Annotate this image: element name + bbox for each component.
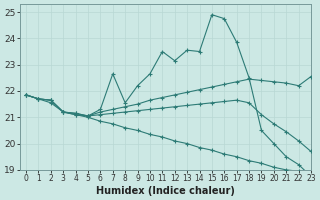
X-axis label: Humidex (Indice chaleur): Humidex (Indice chaleur): [96, 186, 235, 196]
